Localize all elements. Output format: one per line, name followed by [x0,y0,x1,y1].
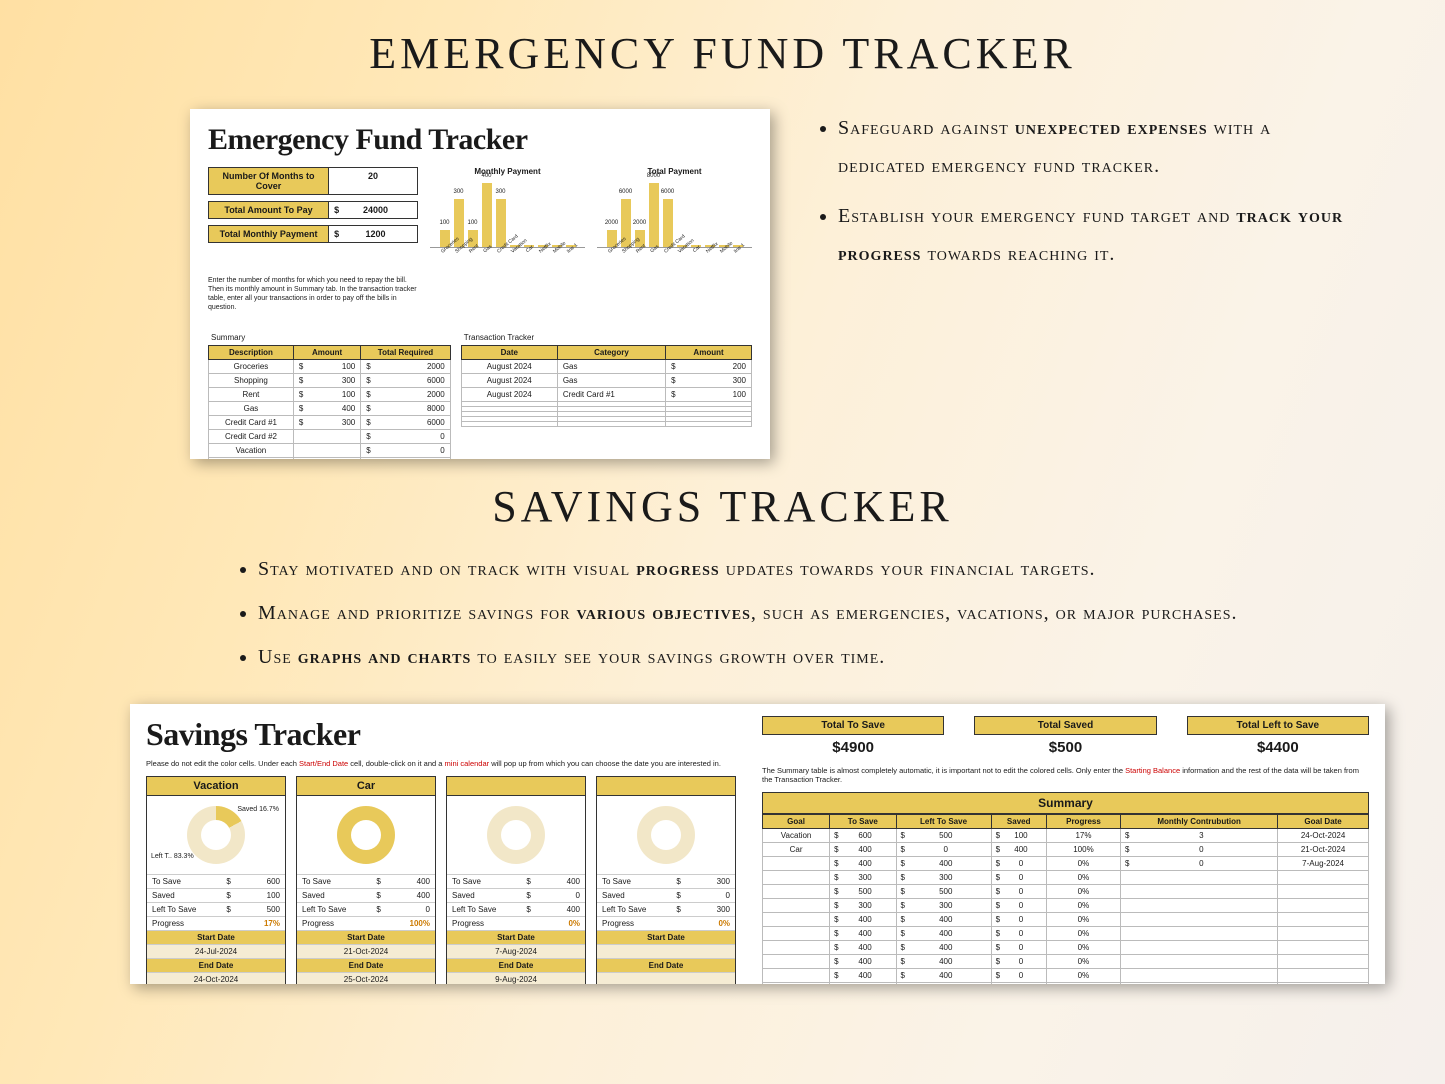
emergency-bullets: Safeguard against unexpected expenses wi… [810,109,1415,459]
metric-row: Number Of Months to Cover20 [208,167,418,195]
ef-heading: Emergency Fund Tracker [208,123,752,157]
ef-instructions: Enter the number of months for which you… [208,276,418,312]
bullet-item: Manage and prioritize savings for variou… [258,594,1325,632]
summary-table: DescriptionAmountTotal RequiredGroceries… [208,345,451,459]
sv-note-right: The Summary table is almost completely a… [762,766,1369,784]
bullet-item: Stay motivated and on track with visual … [258,550,1325,588]
sv-note-left: Please do not edit the color cells. Unde… [146,759,746,768]
sv-summary-title: Summary [762,792,1369,814]
savings-sheet: Savings Tracker Please do not edit the c… [130,704,1385,984]
stat: Total Saved$500 [974,716,1156,760]
goal-card: To Save$400Saved$0Left To Save$400Progre… [446,776,586,984]
metric-row: Total Amount To Pay$24000 [208,201,418,219]
sv-summary-table: GoalTo SaveLeft To SaveSavedProgressMont… [762,814,1369,984]
bullet-item: Use graphs and charts to easily see your… [258,638,1325,676]
page-title-emergency: EMERGENCY FUND TRACKER [0,0,1445,79]
emergency-sheet: Emergency Fund Tracker Number Of Months … [190,109,770,459]
bullet-item: Safeguard against unexpected expenses wi… [838,109,1355,185]
savings-bullets: Stay motivated and on track with visual … [0,532,1445,676]
bullet-item: Establish your emergency fund target and… [838,197,1355,273]
goal-card: VacationSaved 16.7%Left T.. 83.3%To Save… [146,776,286,984]
stat: Total To Save$4900 [762,716,944,760]
emergency-section: Emergency Fund Tracker Number Of Months … [0,79,1445,459]
goal-card: To Save$300Saved$0Left To Save$300Progre… [596,776,736,984]
stat: Total Left to Save$4400 [1187,716,1369,760]
tracker-table: DateCategoryAmountAugust 2024Gas$200Augu… [461,345,752,427]
summary-title: Summary [208,330,451,345]
tracker-title: Transaction Tracker [461,330,752,345]
sv-heading: Savings Tracker [146,716,746,753]
page-title-savings: SAVINGS TRACKER [0,481,1445,532]
goal-card: CarTo Save$400Saved$400Left To Save$0Pro… [296,776,436,984]
metric-row: Total Monthly Payment$1200 [208,225,418,243]
